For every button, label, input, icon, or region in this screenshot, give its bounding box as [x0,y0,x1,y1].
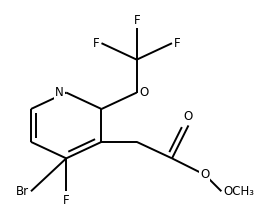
Text: O: O [139,86,148,99]
Text: N: N [55,86,64,99]
Text: O: O [200,168,210,181]
Text: Br: Br [16,185,29,198]
Text: F: F [63,194,70,207]
Text: F: F [133,14,140,27]
Text: O: O [184,110,193,123]
Text: F: F [174,37,181,50]
Text: F: F [93,37,99,50]
Text: OCH₃: OCH₃ [224,185,255,198]
